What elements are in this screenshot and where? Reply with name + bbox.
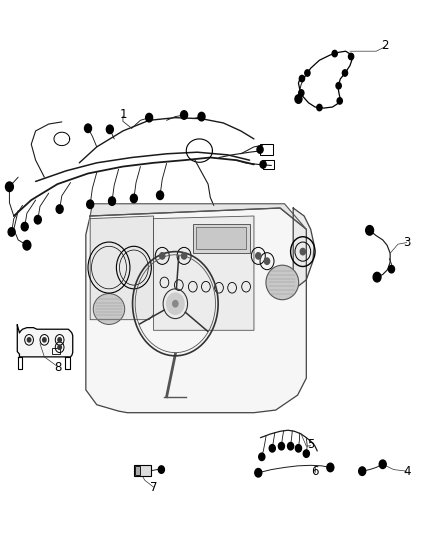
Circle shape [295, 445, 301, 452]
Circle shape [131, 194, 138, 203]
Circle shape [106, 125, 113, 134]
Bar [193, 224, 250, 253]
Circle shape [158, 466, 164, 473]
Text: 3: 3 [403, 236, 410, 249]
Polygon shape [153, 216, 254, 330]
Polygon shape [90, 204, 306, 229]
Circle shape [56, 205, 63, 213]
Circle shape [295, 95, 302, 103]
Text: 6: 6 [311, 465, 319, 478]
Circle shape [23, 240, 31, 250]
Circle shape [265, 258, 270, 264]
Polygon shape [293, 208, 314, 287]
Circle shape [327, 463, 334, 472]
Bar [135, 466, 141, 475]
Polygon shape [90, 216, 153, 320]
Circle shape [349, 53, 354, 60]
Circle shape [332, 51, 337, 57]
Circle shape [305, 70, 310, 76]
Circle shape [255, 469, 262, 477]
Bar [263, 160, 274, 169]
Ellipse shape [93, 294, 125, 325]
Text: 7: 7 [150, 481, 157, 494]
Circle shape [146, 114, 152, 122]
Circle shape [336, 83, 341, 89]
Circle shape [42, 338, 46, 342]
Circle shape [173, 301, 178, 307]
Circle shape [159, 253, 165, 259]
Circle shape [27, 338, 31, 342]
Text: 5: 5 [307, 438, 314, 451]
Circle shape [166, 293, 184, 314]
Ellipse shape [266, 265, 299, 300]
Circle shape [389, 265, 395, 273]
Circle shape [359, 467, 366, 475]
Circle shape [379, 460, 386, 469]
Circle shape [156, 191, 163, 199]
Text: 8: 8 [54, 361, 61, 374]
Text: 2: 2 [381, 39, 389, 52]
Circle shape [299, 90, 304, 96]
Polygon shape [17, 325, 73, 357]
Circle shape [34, 215, 41, 224]
Circle shape [180, 111, 187, 119]
Text: 4: 4 [403, 465, 410, 478]
Circle shape [8, 228, 15, 236]
Circle shape [256, 253, 261, 259]
Circle shape [87, 200, 94, 208]
Circle shape [300, 248, 305, 255]
Circle shape [85, 124, 92, 133]
Bar [260, 144, 273, 156]
Circle shape [257, 146, 263, 154]
Polygon shape [86, 208, 306, 413]
Circle shape [6, 182, 13, 191]
Circle shape [259, 453, 265, 461]
Circle shape [21, 222, 28, 231]
Circle shape [58, 338, 61, 342]
Bar [134, 465, 151, 477]
Circle shape [373, 272, 381, 282]
Circle shape [181, 253, 187, 259]
Circle shape [337, 98, 343, 104]
Circle shape [279, 442, 285, 450]
Circle shape [198, 112, 205, 121]
Circle shape [366, 225, 374, 235]
Circle shape [288, 442, 293, 450]
Circle shape [58, 345, 61, 350]
Circle shape [343, 70, 348, 76]
Circle shape [269, 445, 276, 452]
Circle shape [299, 75, 304, 82]
Circle shape [303, 450, 309, 457]
Bar [52, 348, 60, 354]
Circle shape [109, 197, 116, 205]
Circle shape [317, 104, 322, 111]
Bar [196, 227, 246, 249]
Circle shape [260, 161, 266, 168]
Text: 1: 1 [119, 109, 127, 122]
